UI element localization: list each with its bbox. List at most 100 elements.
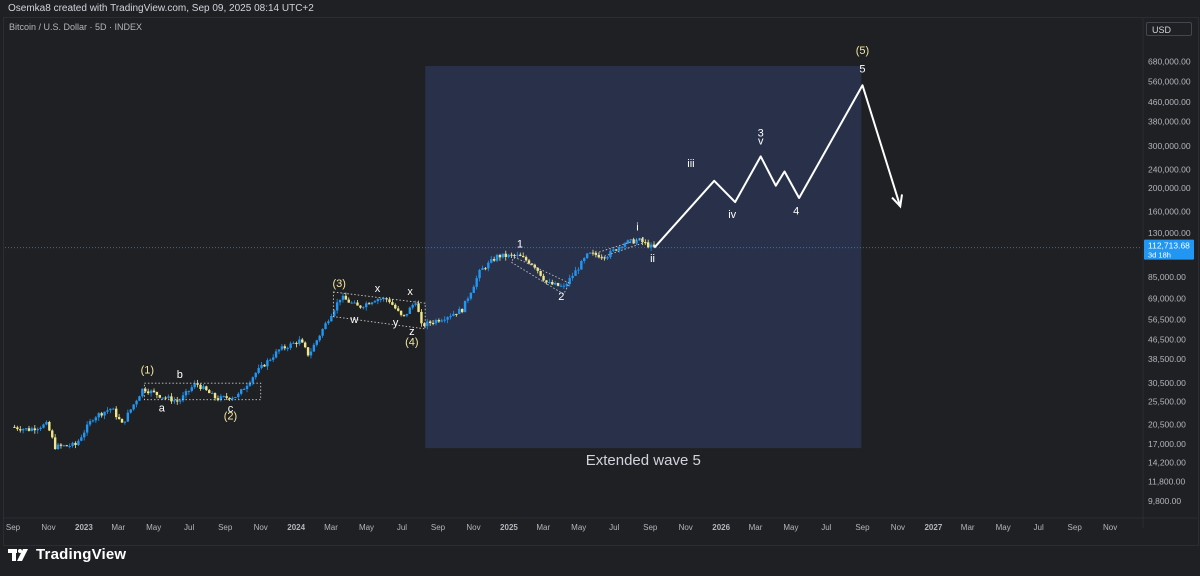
time-tick-label: Mar <box>111 523 125 532</box>
candle-body <box>498 254 502 258</box>
candle-body <box>420 311 423 324</box>
candle <box>623 242 627 250</box>
candle-body <box>283 346 287 349</box>
candle <box>138 395 141 401</box>
candle <box>312 342 316 352</box>
candle-body <box>158 395 162 398</box>
candle <box>466 296 470 304</box>
candle-body <box>350 302 353 304</box>
candle-body <box>318 335 321 341</box>
candle <box>196 379 199 388</box>
candle <box>48 420 51 432</box>
candle-body <box>315 340 318 345</box>
candle-body <box>144 388 147 392</box>
candle <box>487 260 490 272</box>
candle <box>234 396 237 399</box>
candle <box>144 387 147 393</box>
candle <box>158 394 162 399</box>
candle-body <box>196 383 199 385</box>
candle-body <box>431 322 435 324</box>
candle <box>341 292 345 303</box>
candle-body <box>146 391 150 394</box>
candle <box>524 255 528 262</box>
candle-body <box>295 342 298 345</box>
time-tick-label: May <box>783 523 798 532</box>
candle-body <box>33 428 37 431</box>
candle <box>481 265 484 270</box>
price-tick-label: 46,500.00 <box>1148 334 1186 344</box>
time-tick-label: Nov <box>254 523 268 532</box>
candle-body <box>109 408 112 411</box>
time-tick-label: Sep <box>6 523 21 532</box>
candle <box>36 427 39 434</box>
candle-body <box>553 283 557 285</box>
candle-body <box>274 351 278 358</box>
candle-body <box>548 282 551 284</box>
candle <box>71 441 74 448</box>
candle-body <box>327 321 330 324</box>
candle <box>583 257 586 264</box>
candle <box>475 275 478 290</box>
candles-layer <box>13 236 656 450</box>
candle-body <box>391 302 394 305</box>
candle-body <box>301 339 304 343</box>
candle <box>530 262 534 266</box>
chart-credit: Osemka8 created with TradingView.com, Se… <box>8 3 314 14</box>
candle <box>347 297 350 303</box>
candle-body <box>594 252 598 256</box>
candle <box>167 394 170 400</box>
candle <box>556 282 560 287</box>
candle-body <box>149 390 153 394</box>
candle-body <box>271 357 275 360</box>
currency-selector[interactable]: USD <box>1146 22 1192 36</box>
time-tick-label: May <box>571 523 586 532</box>
candle-body <box>208 390 211 394</box>
candle-body <box>356 302 359 306</box>
candle <box>283 344 287 351</box>
candle-body <box>641 238 644 243</box>
candle-body <box>257 368 260 373</box>
candle <box>309 348 313 359</box>
candle-body <box>202 386 205 389</box>
candle <box>65 444 68 447</box>
candle <box>19 425 22 433</box>
candle-body <box>312 344 316 352</box>
candle-body <box>286 348 289 350</box>
candle-body <box>458 308 461 315</box>
candle <box>542 273 545 282</box>
candle-body <box>516 254 519 256</box>
candle <box>626 239 630 245</box>
candle-body <box>36 428 39 431</box>
candle <box>277 349 281 354</box>
candle-body <box>138 396 141 401</box>
candle-body <box>379 299 382 301</box>
price-tick-label: 30,500.00 <box>1148 378 1186 388</box>
candle-body <box>164 397 167 399</box>
candle-body <box>27 428 31 431</box>
candle <box>117 413 121 420</box>
wave-label: ii <box>650 253 655 265</box>
wave-label: 5 <box>859 64 865 76</box>
candle-body <box>216 398 220 401</box>
price-tick-label: 460,000.00 <box>1148 97 1191 107</box>
candle-body <box>519 254 522 257</box>
current-price-tag <box>1144 239 1194 260</box>
candle <box>231 396 234 402</box>
candle <box>254 372 257 380</box>
candle <box>370 301 374 306</box>
candle <box>97 412 100 421</box>
highlight-zone-layer: Extended wave 5 <box>425 66 862 469</box>
candle-body <box>309 351 313 356</box>
candle <box>652 241 656 248</box>
candle-body <box>475 278 478 287</box>
price-tick-label: 14,200.00 <box>1148 457 1186 467</box>
candle <box>577 267 580 274</box>
price-tick-label: 130,000.00 <box>1148 228 1191 238</box>
candle-body <box>245 385 249 390</box>
candle <box>271 354 275 363</box>
candle <box>94 415 98 423</box>
candle-body <box>56 444 60 450</box>
candle-body <box>330 316 333 322</box>
candle <box>649 242 653 251</box>
